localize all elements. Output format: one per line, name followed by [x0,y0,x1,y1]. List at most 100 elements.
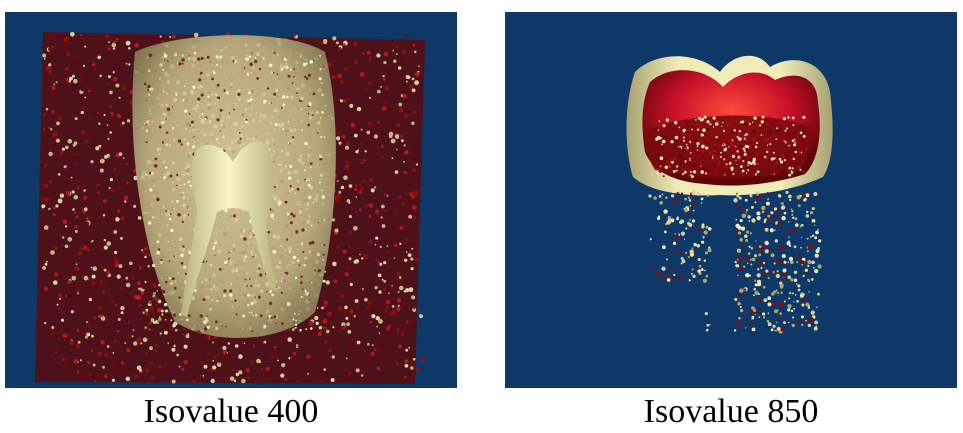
texture-dot [362,288,364,290]
texture-dot [420,104,423,107]
texture-dot [686,148,690,152]
texture-dot [699,161,702,164]
texture-dot [314,269,317,272]
texture-dot [224,260,228,264]
texture-dot [145,368,150,373]
texture-dot [378,290,382,294]
texture-dot [403,170,407,175]
texture-dot [811,278,814,281]
texture-dot [143,82,147,86]
texture-dot [155,303,158,306]
texture-dot [795,283,798,285]
texture-dot [231,297,234,300]
texture-dot [715,157,718,160]
texture-dot [317,269,321,273]
texture-dot [381,106,387,111]
texture-dot [94,266,97,269]
texture-dot [156,167,159,170]
texture-dot [363,350,367,353]
texture-dot [84,207,88,211]
texture-dot [50,128,53,131]
texture-dot [217,249,221,253]
texture-dot [321,306,324,310]
texture-dot [298,309,301,312]
texture-dot [51,326,55,329]
texture-dot [287,216,291,220]
texture-dot [263,324,267,328]
texture-dot [289,54,293,58]
texture-dot [385,300,391,305]
texture-dot [788,297,791,300]
texture-dot [314,56,318,60]
texture-dot [691,175,694,179]
texture-dot [704,269,706,272]
texture-dot [687,156,690,159]
texture-dot [262,56,265,60]
caption-isovalue-400: Isovalue 400 [143,393,319,430]
texture-dot [783,140,785,142]
texture-dot [62,333,67,338]
texture-dot [761,115,765,119]
texture-dot [291,234,293,237]
texture-dot [159,148,162,151]
texture-dot [383,60,387,65]
texture-dot [57,173,61,176]
texture-dot [345,160,348,163]
texture-dot [215,138,219,141]
texture-dot [161,141,165,144]
texture-dot [228,112,230,114]
texture-dot [337,306,343,312]
texture-dot [334,196,340,201]
texture-dot [131,335,134,338]
texture-dot [192,145,196,149]
texture-dot [778,171,780,173]
texture-dot [787,261,790,264]
texture-dot [243,342,246,345]
texture-dot [145,312,149,316]
texture-dot [199,293,203,297]
texture-dot [368,60,371,63]
texture-dot [739,308,744,313]
texture-dot [813,192,818,196]
texture-dot [648,194,652,198]
texture-dot [776,291,780,295]
texture-dot [80,88,84,92]
texture-dot [115,217,120,222]
texture-dot [775,122,777,125]
texture-dot [794,294,797,296]
texture-dot [696,256,699,259]
texture-dot [104,353,109,358]
texture-dot [411,295,416,300]
texture-dot [303,288,307,291]
texture-dot [380,216,383,219]
texture-dot [243,237,247,241]
texture-dot [663,209,668,214]
texture-dot [751,327,756,332]
texture-dot [291,136,295,139]
texture-dot [301,288,304,291]
texture-dot [50,250,55,255]
texture-dot [57,292,63,297]
texture-dot [754,173,757,176]
texture-dot [212,247,215,250]
texture-dot [377,273,382,278]
texture-dot [258,56,262,60]
texture-dot [289,119,292,122]
texture-dot [319,273,323,277]
texture-dot [159,332,162,335]
texture-dot [201,85,203,88]
texture-dot [697,116,701,120]
texture-dot [724,162,726,164]
texture-dot [170,228,174,233]
texture-dot [86,321,88,324]
texture-dot [72,208,75,211]
texture-dot [252,314,255,317]
texture-dot [397,291,400,293]
texture-dot [230,86,233,89]
isosurface-400-image [35,32,425,384]
texture-dot [194,344,197,348]
texture-dot [149,174,152,177]
texture-dot [787,275,791,280]
texture-dot [668,274,672,278]
texture-dot [788,144,790,147]
